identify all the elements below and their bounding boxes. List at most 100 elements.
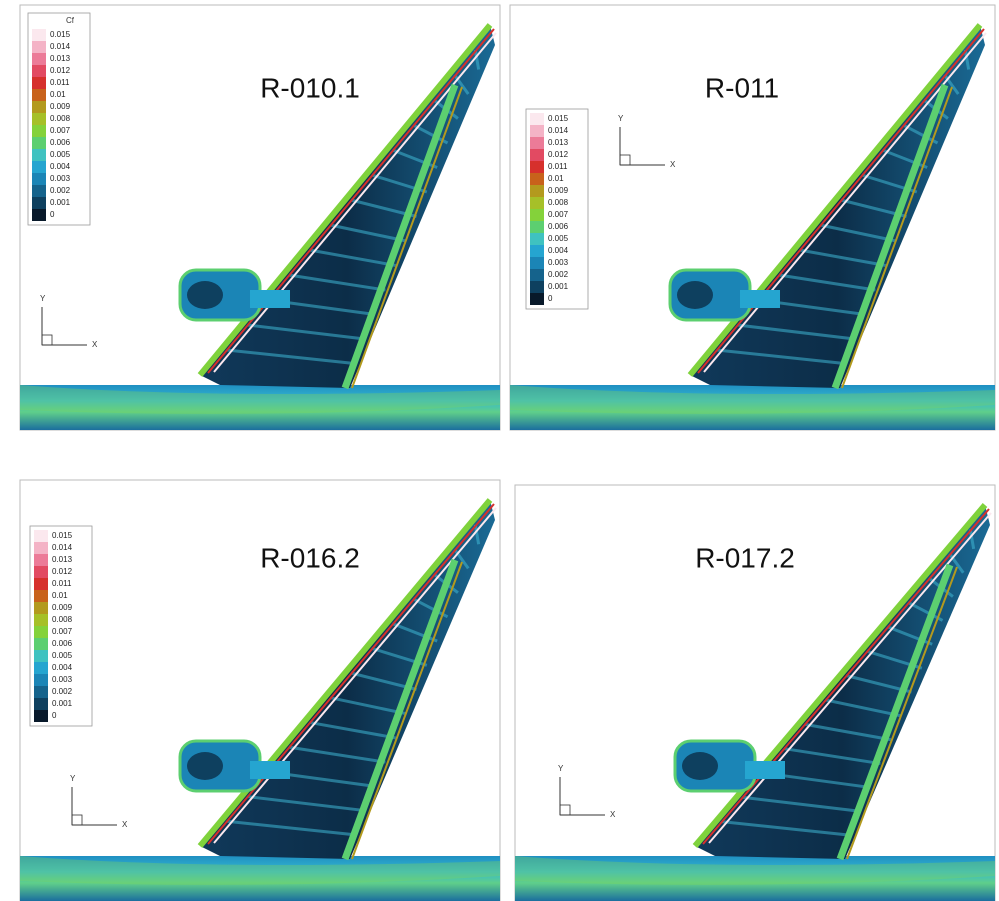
panel-title: R-017.2 <box>695 542 795 573</box>
axis-x-label: X <box>670 160 676 169</box>
legend-swatch <box>34 674 48 686</box>
nacelle-inlet <box>187 281 223 309</box>
legend-swatch <box>34 710 48 722</box>
legend-label: 0.009 <box>50 102 71 111</box>
legend-label: 0.008 <box>50 114 71 123</box>
legend-label: 0.009 <box>548 186 569 195</box>
legend-swatch <box>530 161 544 173</box>
legend-swatch <box>34 698 48 710</box>
legend-swatch <box>32 113 46 125</box>
legend-swatch <box>32 41 46 53</box>
legend-swatch <box>34 566 48 578</box>
axis-x-label: X <box>92 340 98 349</box>
legend-label: 0.003 <box>50 174 71 183</box>
legend-swatch <box>32 149 46 161</box>
axis-x-label: X <box>122 820 128 829</box>
legend-swatch <box>32 185 46 197</box>
panel: R-016.20.0150.0140.0130.0120.0110.010.00… <box>20 480 500 901</box>
legend-label: 0.012 <box>52 567 73 576</box>
pylon <box>745 761 785 779</box>
legend-header: Cf <box>66 16 75 25</box>
legend-swatch <box>32 209 46 221</box>
legend-label: 0.001 <box>548 282 569 291</box>
panel: R-017.2YX <box>515 485 995 901</box>
legend-label: 0.005 <box>52 651 73 660</box>
axis-y-label: Y <box>618 114 624 123</box>
legend-swatch <box>34 530 48 542</box>
legend-label: 0.015 <box>548 114 569 123</box>
legend-label: 0.006 <box>50 138 71 147</box>
figure: R-010.1 Cf 0.015 0.014 0.013 0.012 0.011 0.01 0.… <box>0 0 999 901</box>
legend-label: 0.007 <box>52 627 73 636</box>
legend-swatch <box>530 185 544 197</box>
legend-swatch <box>32 89 46 101</box>
axis-x-label: X <box>610 810 616 819</box>
legend-swatch <box>34 662 48 674</box>
legend-label: 0.015 <box>52 531 73 540</box>
legend-swatch <box>530 281 544 293</box>
axis-y-label: Y <box>70 774 76 783</box>
axis-y-label: Y <box>40 294 46 303</box>
legend-swatch <box>32 125 46 137</box>
legend-label: 0.012 <box>50 66 71 75</box>
legend-label: 0.013 <box>50 54 71 63</box>
legend-swatch <box>32 137 46 149</box>
legend-label: 0.006 <box>548 222 569 231</box>
legend-label: 0.014 <box>50 42 71 51</box>
legend-swatch <box>530 149 544 161</box>
nacelle-inlet <box>677 281 713 309</box>
legend-label: 0.012 <box>548 150 569 159</box>
legend-label: 0.003 <box>548 258 569 267</box>
legend-swatch <box>530 269 544 281</box>
legend-swatch <box>32 197 46 209</box>
legend-swatch <box>34 650 48 662</box>
legend-label: 0.006 <box>52 639 73 648</box>
legend-label: 0.008 <box>548 198 569 207</box>
legend-swatch <box>530 233 544 245</box>
legend-label: 0.015 <box>50 30 71 39</box>
legend-label: 0.01 <box>548 174 564 183</box>
legend-label: 0.008 <box>52 615 73 624</box>
panel: R-010.1 Cf 0.015 0.014 0.013 0.012 0.011 0.01 0.… <box>20 5 500 430</box>
legend-swatch <box>34 554 48 566</box>
legend-label: 0.001 <box>52 699 73 708</box>
legend-label: 0.002 <box>52 687 73 696</box>
nacelle-inlet <box>682 752 718 780</box>
pylon <box>740 290 780 308</box>
legend-swatch <box>530 137 544 149</box>
legend-label: 0.013 <box>52 555 73 564</box>
legend-label: 0.003 <box>52 675 73 684</box>
legend-label: 0.01 <box>52 591 68 600</box>
nacelle-inlet <box>187 752 223 780</box>
legend-swatch <box>530 221 544 233</box>
panel-title: R-016.2 <box>260 542 360 573</box>
legend-swatch <box>34 686 48 698</box>
legend-label: 0.01 <box>50 90 66 99</box>
legend-swatch <box>530 293 544 305</box>
legend-label: 0 <box>548 294 553 303</box>
legend-label: 0.013 <box>548 138 569 147</box>
legend-swatch <box>530 173 544 185</box>
legend-swatch <box>34 578 48 590</box>
legend-label: 0.001 <box>50 198 71 207</box>
legend-label: 0.005 <box>50 150 71 159</box>
legend-label: 0.011 <box>52 579 72 588</box>
legend-label: 0.011 <box>50 78 70 87</box>
legend-swatch <box>32 161 46 173</box>
legend-swatch <box>32 173 46 185</box>
legend-label: 0.002 <box>50 186 71 195</box>
legend-label: 0.005 <box>548 234 569 243</box>
legend-swatch <box>530 257 544 269</box>
legend-swatch <box>530 245 544 257</box>
pylon <box>250 290 290 308</box>
panel-title: R-011 <box>705 72 779 103</box>
legend-label: 0.002 <box>548 270 569 279</box>
legend-swatch <box>34 638 48 650</box>
legend-label: 0.007 <box>548 210 569 219</box>
legend-swatch <box>32 101 46 113</box>
legend-swatch <box>32 29 46 41</box>
panel-title: R-010.1 <box>260 72 360 103</box>
legend-label: 0.007 <box>50 126 71 135</box>
legend-label: 0.004 <box>548 246 569 255</box>
legend-swatch <box>530 113 544 125</box>
